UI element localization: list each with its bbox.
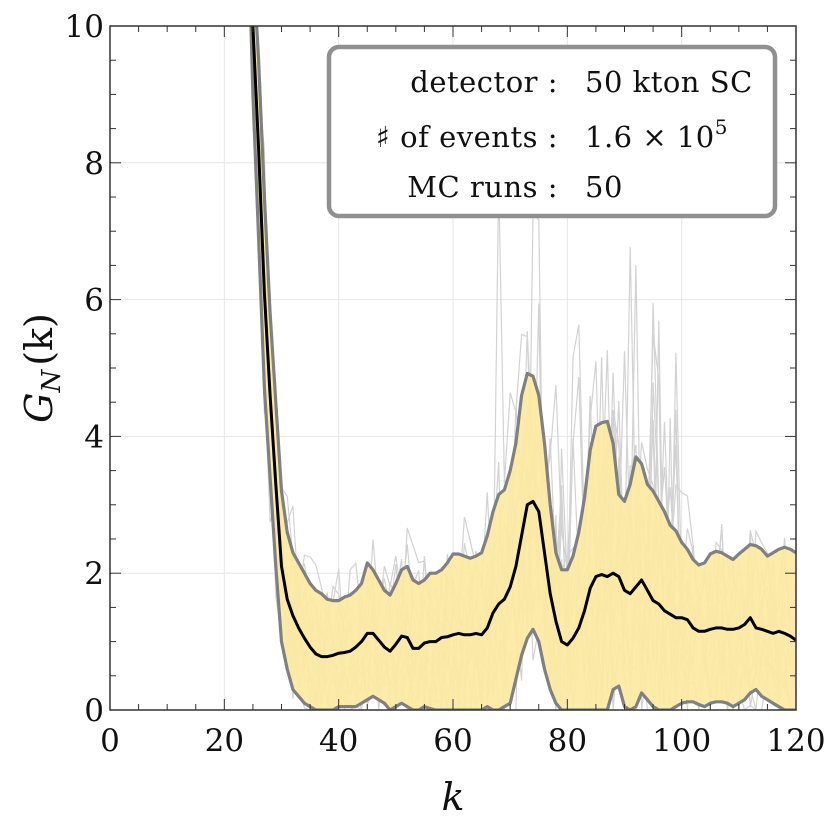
legend-frame [326,44,778,219]
x-tick-label: 40 [319,723,358,759]
mean-line [251,26,796,659]
legend-value-mc-runs: 50 [585,170,623,204]
y-tick-label: 10 [65,9,104,45]
y-tick-label: 0 [84,693,104,729]
x-tick-label: 0 [100,723,120,759]
svg-text:GN(k): GN (k) [17,313,67,423]
y-axis-title: GN (k) [17,313,67,423]
y-axis-title-argument: (k) [17,313,61,366]
x-tick-label: 100 [652,723,711,759]
x-tick-label: 120 [766,723,825,759]
y-tick-labels: 0 2 4 6 8 10 [65,9,104,729]
y-tick-label: 8 [84,146,104,182]
y-tick-label: 6 [84,283,104,319]
legend-label-mc-runs: MC runs : [407,170,558,204]
legend-label-detector: detector : [410,65,558,99]
legend-label-events: ♯ of events : [376,120,558,154]
plot-frame [109,25,797,711]
confidence-band [251,26,796,710]
x-axis-title: k [441,775,464,819]
x-tick-label: 60 [433,723,472,759]
legend-value-events-exponent: 5 [715,115,728,139]
y-tick-label: 4 [84,419,104,455]
y-axis-title-subscript: N [37,369,67,394]
x-tick-label: 20 [205,723,244,759]
x-tick-label: 80 [548,723,587,759]
legend-value-detector: 50 kton SC [585,65,753,99]
legend-value-events: 1.6 × 105 [585,115,728,154]
y-tick-label: 2 [84,556,104,592]
y-axis-title-symbol: G [17,393,61,423]
legend-value-events-base: 1.6 × 10 [585,120,715,154]
mean-group [251,26,796,659]
legend-box: detector : 50 kton SC ♯ of events : 1.6 … [326,44,778,219]
band-upper-line [255,26,796,603]
x-tick-labels: 0 20 40 60 80 100 120 [100,723,825,759]
